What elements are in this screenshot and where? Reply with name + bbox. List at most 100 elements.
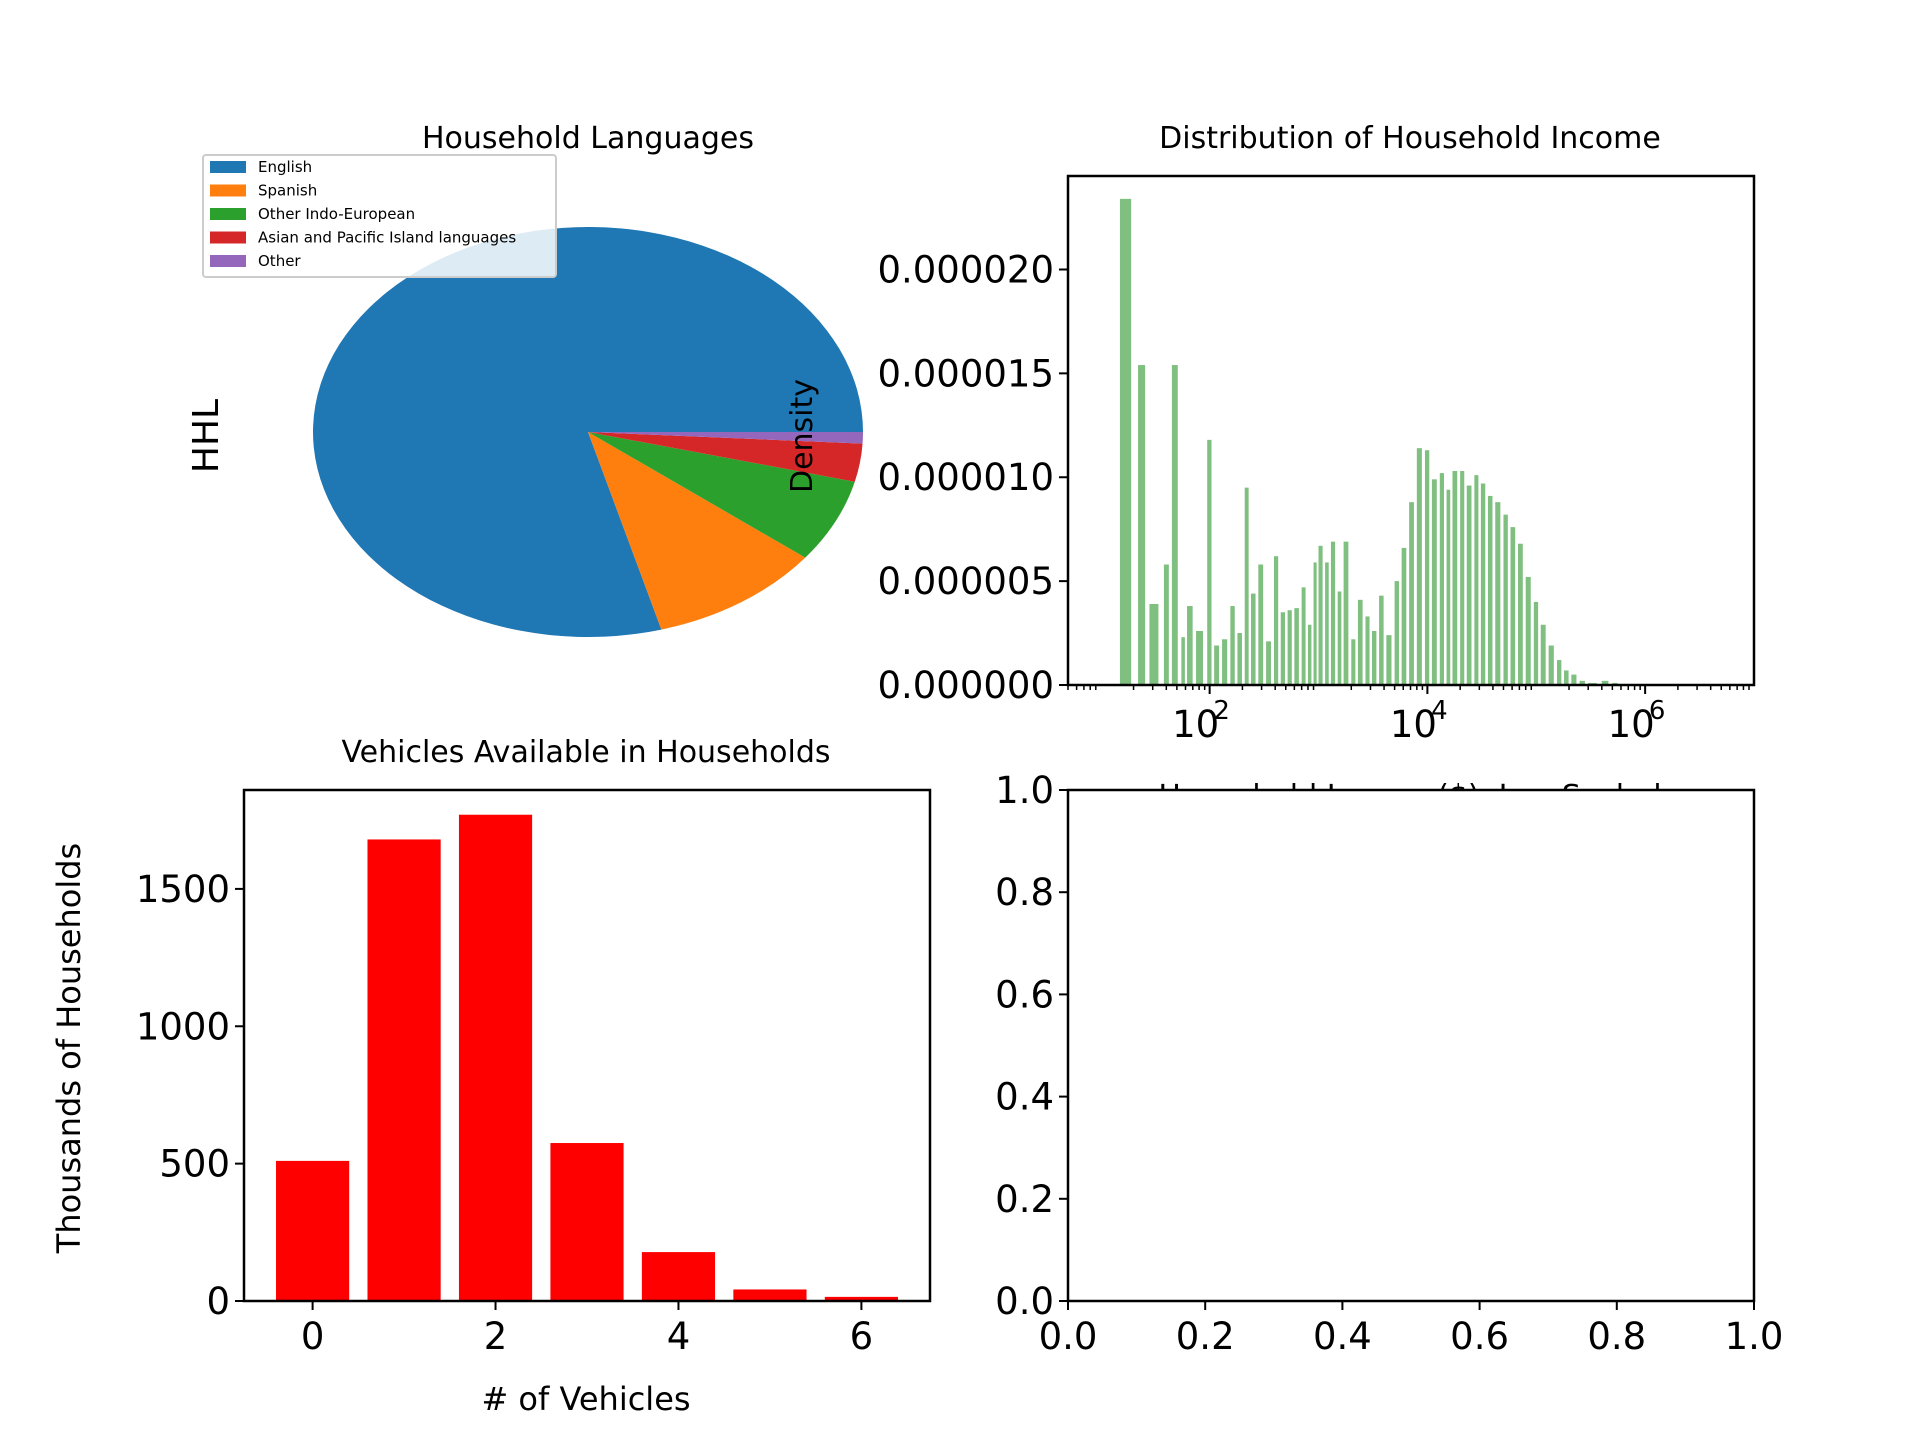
hist-bar bbox=[1251, 593, 1256, 685]
legend-label: Asian and Pacific Island languages bbox=[258, 229, 516, 247]
empty-xtick-label: 0.0 bbox=[1039, 1315, 1098, 1358]
hist-bar bbox=[1313, 562, 1317, 685]
hist-xtick-exponent: 2 bbox=[1213, 696, 1230, 726]
hist-bar bbox=[1280, 612, 1285, 685]
hist-bar bbox=[1564, 670, 1569, 685]
hist-bar bbox=[1379, 595, 1384, 685]
veh-bar bbox=[733, 1289, 807, 1301]
hist-bar bbox=[1294, 608, 1299, 685]
hist-bar bbox=[1386, 635, 1392, 685]
empty-xtick-label: 0.6 bbox=[1450, 1315, 1509, 1358]
veh-bar bbox=[641, 1252, 716, 1301]
veh-bars bbox=[276, 814, 898, 1301]
empty-xtick-label: 1.0 bbox=[1725, 1315, 1784, 1358]
pie-slice bbox=[588, 432, 855, 558]
hist-bar bbox=[1416, 448, 1422, 685]
hist-bar bbox=[1424, 450, 1430, 685]
legend-swatch bbox=[210, 184, 246, 197]
hist-xtick-label: 10 bbox=[1608, 703, 1655, 746]
hist-axes-frame bbox=[1066, 174, 1756, 687]
hist-bar bbox=[1301, 587, 1306, 685]
hist-bar bbox=[1480, 483, 1486, 685]
hist-bar bbox=[1466, 485, 1472, 685]
hist-bar bbox=[1372, 630, 1377, 685]
hist-bars bbox=[1119, 198, 1618, 685]
veh-ytick-label: 1500 bbox=[136, 868, 230, 911]
empty-axes-frame bbox=[1066, 788, 1756, 1303]
pie-slice bbox=[588, 432, 863, 444]
hist-bar bbox=[1163, 564, 1169, 685]
hist-bar bbox=[1446, 489, 1451, 685]
hist-bar bbox=[1548, 645, 1554, 685]
veh-ylabel: Thousands of Households bbox=[50, 843, 88, 1254]
hist-bar bbox=[1401, 547, 1407, 685]
hist-bar bbox=[1503, 514, 1508, 685]
hist-bar bbox=[1351, 639, 1356, 685]
empty-xtick-label: 0.2 bbox=[1176, 1315, 1235, 1358]
empty-ytick-label: 0.6 bbox=[995, 973, 1054, 1016]
hist-bar bbox=[1487, 495, 1493, 685]
hist-bar bbox=[1214, 645, 1220, 685]
empty-xtick-label: 0.8 bbox=[1587, 1315, 1646, 1358]
empty-axes: 0.0 0.2 0.4 0.6 0.8 1.0 0.0 0.2 0.4 0.6 0.8 1.0 bbox=[995, 769, 1783, 1358]
hist-bar bbox=[1439, 473, 1444, 685]
pie-ylabel: HHL bbox=[186, 399, 227, 473]
hist-bar bbox=[1230, 606, 1235, 685]
veh-axes-frame bbox=[242, 788, 932, 1303]
empty-ticks: 0.0 0.2 0.4 0.6 0.8 1.0 0.0 0.2 0.4 0.6 0.8 1.0 bbox=[995, 769, 1783, 1358]
hist-bar bbox=[1460, 471, 1465, 685]
hist-bar bbox=[1181, 637, 1185, 685]
veh-bar bbox=[550, 1143, 624, 1301]
hist-ytick-label: 0.000015 bbox=[877, 352, 1054, 395]
empty-ytick-label: 0.4 bbox=[995, 1076, 1054, 1119]
pie-chart-household-languages: Household Languages HHL English Spanish Ot… bbox=[186, 121, 863, 638]
pie-legend: English Spanish Other Indo-European Asian a… bbox=[202, 154, 557, 278]
hist-bar bbox=[1525, 576, 1531, 685]
empty-ytick-label: 0.2 bbox=[995, 1178, 1054, 1221]
hist-bar bbox=[1365, 616, 1370, 685]
hist-bar bbox=[1325, 562, 1329, 685]
hist-title: Distribution of Household Income bbox=[1159, 121, 1661, 156]
hist-bar bbox=[1431, 479, 1437, 685]
hist-bar bbox=[1556, 660, 1562, 685]
hist-bar bbox=[1601, 680, 1609, 685]
hist-bar bbox=[1357, 599, 1363, 685]
hist-bar bbox=[1452, 471, 1458, 685]
veh-xtick-label: 2 bbox=[484, 1315, 508, 1358]
hist-bar bbox=[1318, 545, 1323, 685]
hist-bar bbox=[1540, 624, 1546, 685]
pie-slice bbox=[588, 432, 806, 630]
empty-ytick-label: 0.0 bbox=[995, 1280, 1054, 1323]
empty-xtick-label: 0.4 bbox=[1313, 1315, 1372, 1358]
hist-xtick-exponent: 6 bbox=[1649, 696, 1666, 726]
hist-ticks: 0.000000 0.000005 0.000010 0.000015 0.000020… bbox=[877, 248, 1750, 746]
veh-xlabel: # of Vehicles bbox=[481, 1380, 690, 1418]
hist-bar bbox=[1258, 564, 1264, 685]
hist-bar bbox=[1207, 439, 1212, 685]
legend-swatch bbox=[210, 255, 246, 267]
hist-ytick-label: 0.000005 bbox=[877, 560, 1054, 603]
pie-title: Household Languages bbox=[422, 121, 754, 156]
hist-bar bbox=[1222, 639, 1228, 685]
hist-bar bbox=[1571, 674, 1577, 685]
hist-bar bbox=[1287, 610, 1292, 685]
pie-legend-frame bbox=[202, 154, 557, 278]
hist-bar bbox=[1510, 527, 1516, 685]
veh-bar bbox=[458, 814, 533, 1301]
legend-swatch bbox=[210, 161, 246, 173]
hist-bar bbox=[1119, 198, 1132, 685]
hist-ylabel: Density bbox=[785, 379, 820, 493]
hist-bar bbox=[1196, 630, 1203, 685]
hist-bar bbox=[1307, 624, 1312, 685]
hist-bar bbox=[1474, 475, 1479, 685]
hist-bar bbox=[1394, 581, 1399, 685]
hist-bar bbox=[1337, 591, 1342, 685]
veh-bar bbox=[824, 1296, 898, 1301]
veh-xtick-label: 0 bbox=[301, 1315, 325, 1358]
hist-bar bbox=[1138, 365, 1146, 685]
hist-bar bbox=[1273, 556, 1279, 685]
hist-bar bbox=[1237, 633, 1242, 685]
veh-ytick-label: 0 bbox=[206, 1280, 230, 1323]
empty-ytick-label: 1.0 bbox=[995, 769, 1054, 812]
